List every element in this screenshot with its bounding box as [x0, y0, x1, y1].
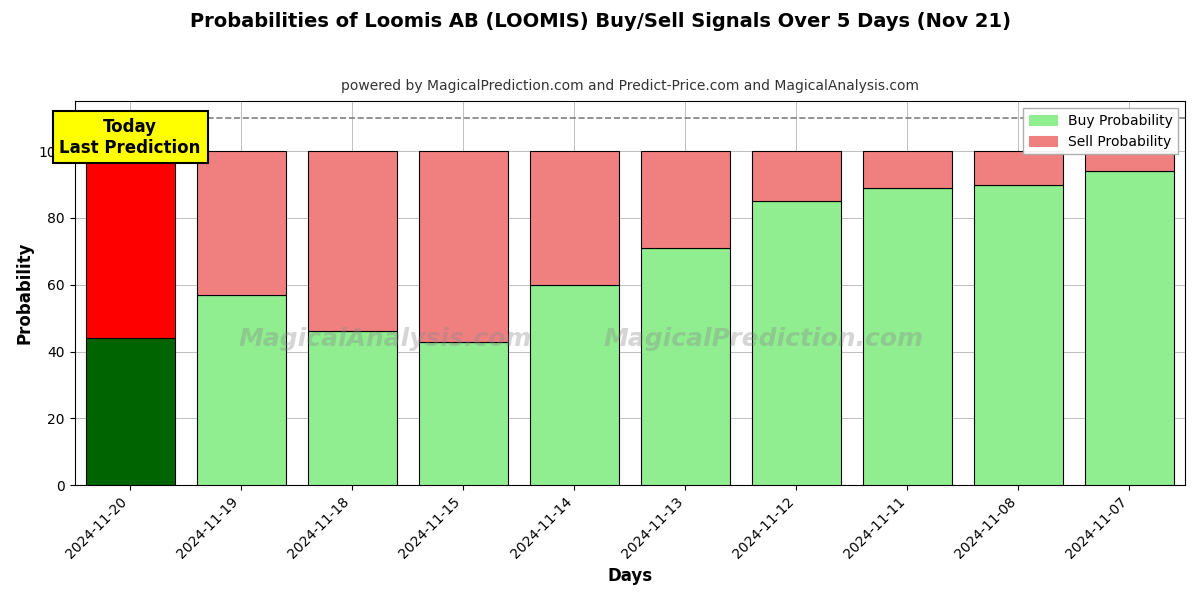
Bar [85, 151, 174, 338]
Bar [641, 248, 730, 485]
Bar [85, 338, 174, 485]
Bar [197, 151, 286, 295]
Text: Probabilities of Loomis AB (LOOMIS) Buy/Sell Signals Over 5 Days (Nov 21): Probabilities of Loomis AB (LOOMIS) Buy/… [190, 12, 1010, 31]
Bar [308, 331, 397, 485]
X-axis label: Days: Days [607, 567, 653, 585]
Bar [974, 185, 1063, 485]
Bar [1085, 151, 1174, 171]
Bar [530, 285, 619, 485]
Text: MagicalAnalysis.com: MagicalAnalysis.com [239, 327, 533, 351]
Y-axis label: Probability: Probability [16, 242, 34, 344]
Bar [752, 201, 841, 485]
Bar [419, 151, 508, 341]
Bar [974, 151, 1063, 185]
Bar [752, 151, 841, 201]
Bar [863, 151, 952, 188]
Bar [863, 188, 952, 485]
Text: Today
Last Prediction: Today Last Prediction [60, 118, 200, 157]
Bar [308, 151, 397, 331]
Title: powered by MagicalPrediction.com and Predict-Price.com and MagicalAnalysis.com: powered by MagicalPrediction.com and Pre… [341, 79, 919, 93]
Bar [1085, 171, 1174, 485]
Bar [641, 151, 730, 248]
Bar [530, 151, 619, 285]
Legend: Buy Probability, Sell Probability: Buy Probability, Sell Probability [1024, 108, 1178, 154]
Bar [197, 295, 286, 485]
Bar [419, 341, 508, 485]
Text: MagicalPrediction.com: MagicalPrediction.com [604, 327, 923, 351]
